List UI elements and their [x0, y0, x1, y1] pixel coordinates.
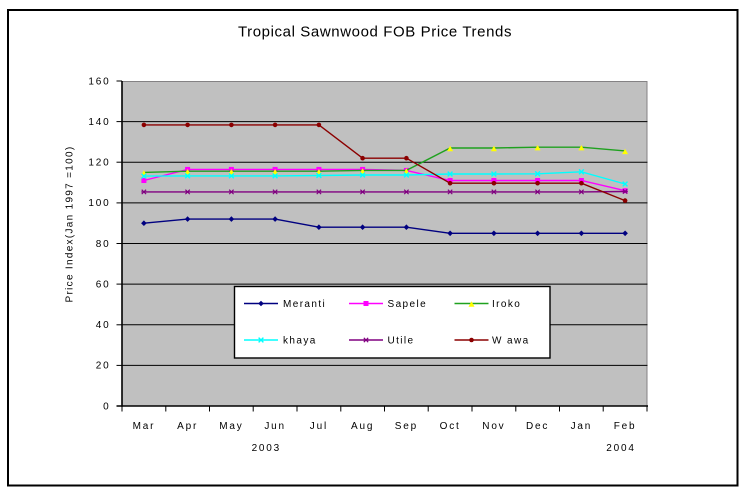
svg-text:Price Index(Jan 1997 =100): Price Index(Jan 1997 =100) [65, 146, 76, 303]
svg-text:Sep: Sep [395, 421, 418, 432]
svg-text:100: 100 [88, 198, 110, 209]
svg-text:Meranti: Meranti [283, 299, 326, 310]
svg-text:Iroko: Iroko [492, 299, 521, 310]
svg-text:W awa: W awa [492, 335, 530, 346]
svg-text:Apr: Apr [177, 421, 198, 432]
svg-text:Nov: Nov [482, 421, 505, 432]
svg-text:2004: 2004 [606, 443, 635, 454]
svg-text:80: 80 [96, 239, 111, 250]
svg-text:160: 160 [88, 76, 110, 87]
svg-text:60: 60 [96, 279, 111, 290]
svg-text:Tropical Sawnwood FOB Price Tr: Tropical Sawnwood FOB Price Trends [238, 24, 512, 41]
svg-text:Mar: Mar [133, 421, 156, 432]
svg-text:Jan: Jan [571, 421, 593, 432]
svg-text:Jun: Jun [264, 421, 286, 432]
svg-text:Dec: Dec [526, 421, 549, 432]
svg-text:120: 120 [88, 158, 110, 169]
svg-text:2003: 2003 [252, 443, 281, 454]
svg-text:40: 40 [96, 320, 111, 331]
svg-text:May: May [219, 421, 243, 432]
svg-text:khaya: khaya [283, 335, 317, 346]
svg-text:140: 140 [88, 117, 110, 128]
svg-text:0: 0 [103, 401, 110, 412]
svg-text:Jul: Jul [310, 421, 328, 432]
svg-text:Sapele: Sapele [388, 299, 428, 310]
svg-text:Aug: Aug [351, 421, 374, 432]
svg-text:Oct: Oct [440, 421, 461, 432]
svg-text:Utile: Utile [388, 335, 415, 346]
svg-text:20: 20 [96, 361, 111, 372]
svg-text:Feb: Feb [614, 421, 637, 432]
